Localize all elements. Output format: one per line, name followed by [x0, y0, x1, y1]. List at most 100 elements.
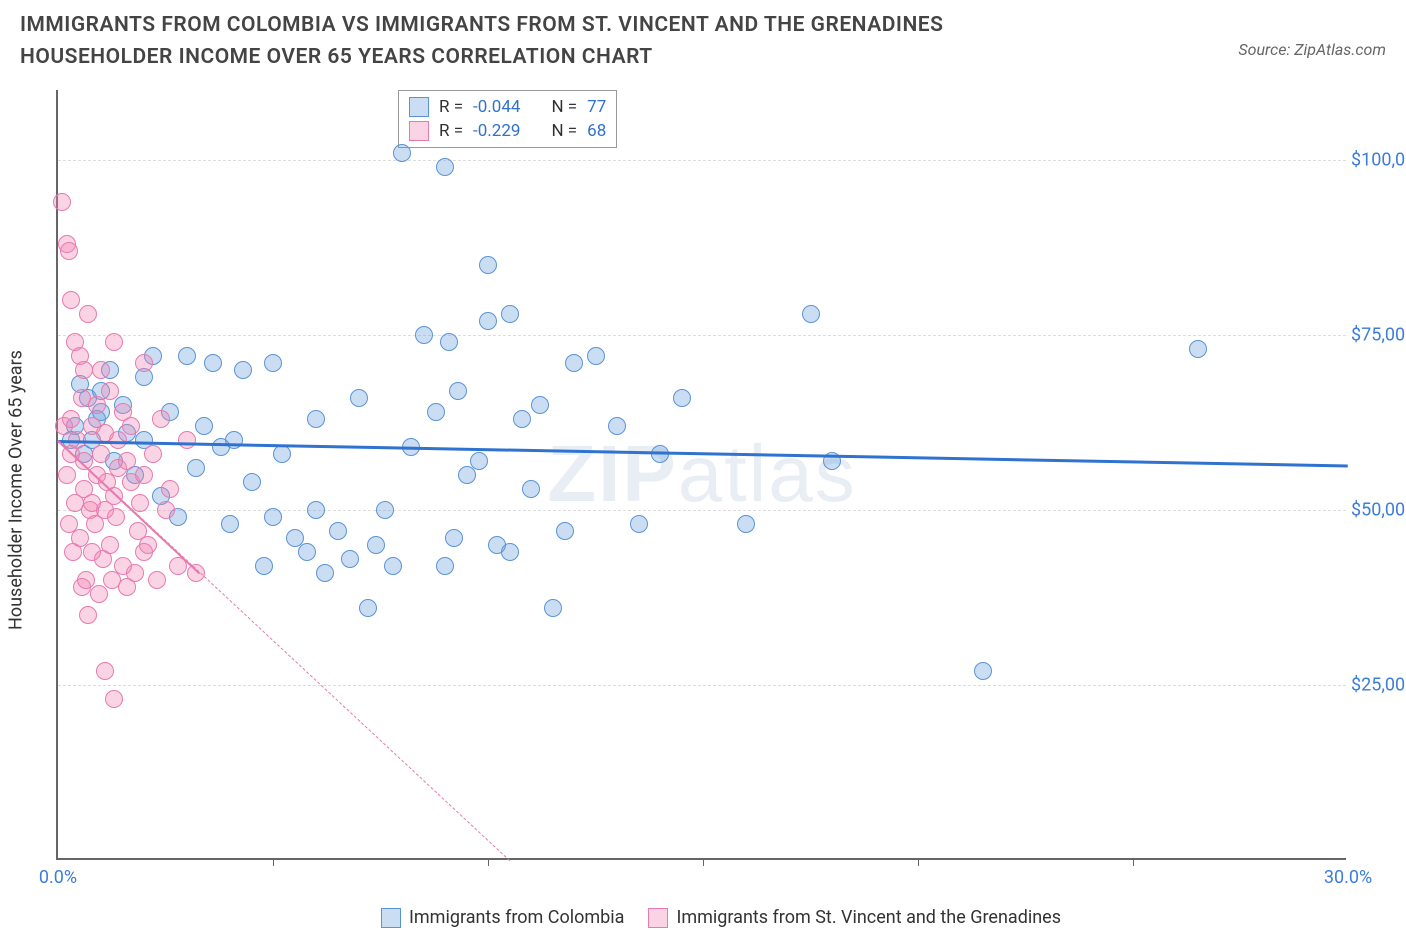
data-point	[79, 305, 97, 323]
data-point	[1189, 340, 1207, 358]
data-point	[501, 305, 519, 323]
correlation-row: R = -0.044 N = 77	[409, 95, 606, 119]
y-tick-label: $25,000	[1351, 675, 1406, 696]
data-point	[376, 501, 394, 519]
data-point	[556, 522, 574, 540]
y-tick-label: $50,000	[1351, 500, 1406, 521]
data-point	[427, 403, 445, 421]
data-point	[449, 382, 467, 400]
data-point	[501, 543, 519, 561]
data-point	[802, 305, 820, 323]
y-tick-label: $100,000	[1351, 150, 1406, 171]
data-point	[101, 536, 119, 554]
legend-item-colombia: Immigrants from Colombia	[381, 907, 624, 928]
plot-area: ZIPatlas R = -0.044 N = 77R = -0.229 N =…	[56, 90, 1346, 860]
data-point	[531, 396, 549, 414]
data-point	[107, 508, 125, 526]
data-point	[307, 410, 325, 428]
data-point	[673, 389, 691, 407]
data-point	[436, 158, 454, 176]
data-point	[135, 466, 153, 484]
data-point	[135, 543, 153, 561]
data-point	[105, 690, 123, 708]
data-point	[144, 445, 162, 463]
data-point	[187, 459, 205, 477]
data-point	[148, 571, 166, 589]
data-point	[118, 452, 136, 470]
gridline	[58, 160, 1346, 161]
data-point	[458, 466, 476, 484]
data-point	[384, 557, 402, 575]
data-point	[737, 515, 755, 533]
data-point	[307, 501, 325, 519]
data-point	[92, 445, 110, 463]
data-point	[565, 354, 583, 372]
data-point	[126, 564, 144, 582]
data-point	[161, 480, 179, 498]
y-tick-label: $75,000	[1351, 325, 1406, 346]
x-tick	[273, 858, 274, 866]
data-point	[58, 466, 76, 484]
data-point	[329, 522, 347, 540]
data-point	[60, 242, 78, 260]
x-tick	[488, 858, 489, 866]
data-point	[513, 410, 531, 428]
data-point	[178, 431, 196, 449]
data-point	[92, 361, 110, 379]
data-point	[630, 515, 648, 533]
data-point	[479, 312, 497, 330]
data-point	[470, 452, 488, 470]
data-point	[79, 606, 97, 624]
legend-item-stvincent: Immigrants from St. Vincent and the Gren…	[648, 907, 1061, 928]
source-label: Source: ZipAtlas.com	[1238, 40, 1386, 59]
data-point	[90, 585, 108, 603]
data-point	[436, 557, 454, 575]
gridline	[58, 510, 1346, 511]
series-legend: Immigrants from Colombia Immigrants from…	[381, 907, 1061, 928]
gridline	[58, 335, 1346, 336]
data-point	[221, 515, 239, 533]
data-point	[264, 354, 282, 372]
data-point	[135, 354, 153, 372]
x-tick	[703, 858, 704, 866]
data-point	[393, 144, 411, 162]
data-point	[522, 480, 540, 498]
x-tick	[1133, 858, 1134, 866]
gridline	[58, 685, 1346, 686]
y-axis-label: Householder Income Over 65 years	[6, 350, 27, 630]
trend-line	[58, 440, 1348, 467]
data-point	[255, 557, 273, 575]
correlation-row: R = -0.229 N = 68	[409, 119, 606, 143]
data-point	[316, 564, 334, 582]
data-point	[88, 396, 106, 414]
x-tick	[918, 858, 919, 866]
correlation-legend: R = -0.044 N = 77R = -0.229 N = 68	[398, 90, 617, 148]
data-point	[96, 662, 114, 680]
data-point	[204, 354, 222, 372]
data-point	[62, 410, 80, 428]
chart-container: Householder Income Over 65 years ZIPatla…	[56, 90, 1386, 890]
data-point	[83, 494, 101, 512]
data-point	[974, 662, 992, 680]
data-point	[350, 389, 368, 407]
data-point	[234, 361, 252, 379]
data-point	[341, 550, 359, 568]
data-point	[479, 256, 497, 274]
data-point	[608, 417, 626, 435]
data-point	[122, 417, 140, 435]
data-point	[157, 501, 175, 519]
data-point	[105, 333, 123, 351]
data-point	[359, 599, 377, 617]
data-point	[195, 417, 213, 435]
data-point	[243, 473, 261, 491]
data-point	[415, 326, 433, 344]
data-point	[273, 445, 291, 463]
data-point	[212, 438, 230, 456]
data-point	[445, 529, 463, 547]
data-point	[440, 333, 458, 351]
x-tick-label: 30.0%	[1324, 867, 1372, 888]
data-point	[298, 543, 316, 561]
data-point	[587, 347, 605, 365]
legend-label: Immigrants from St. Vincent and the Gren…	[676, 907, 1061, 928]
data-point	[178, 347, 196, 365]
